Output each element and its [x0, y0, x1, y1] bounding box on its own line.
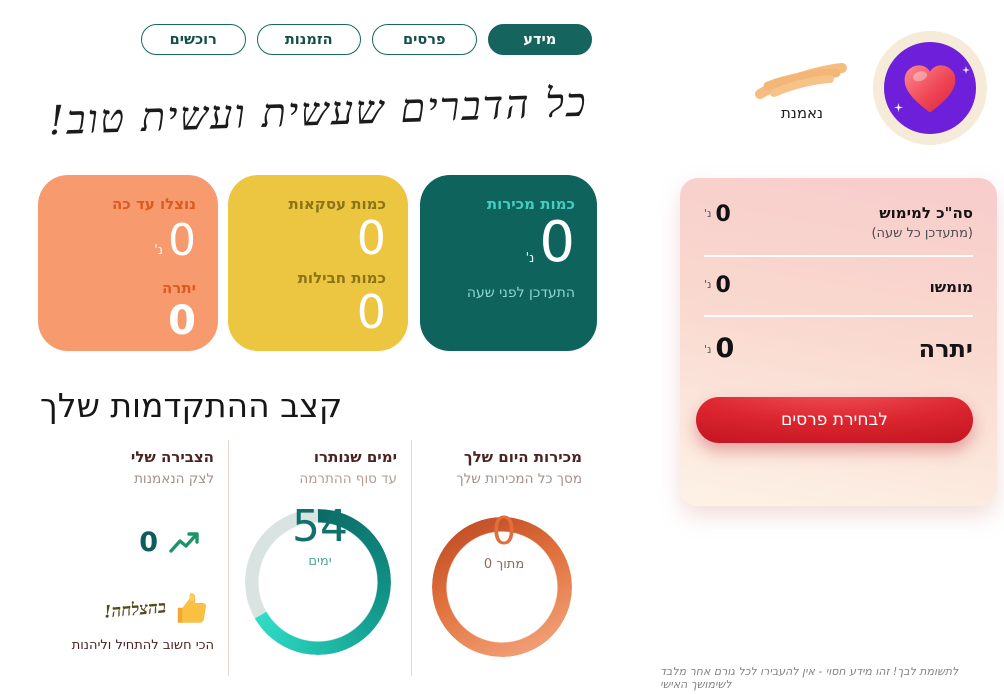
card-transactions: כמות עסקאות 0 כמות חבילות 0 [228, 175, 408, 351]
loyalty-badge [873, 31, 987, 145]
handwritten-headline: כל הדברים שעשית ועשית טוב! [47, 79, 589, 145]
panel-divider [704, 255, 973, 257]
summary-row-redeemed: מומשו 0 נ' [704, 275, 973, 297]
stat-subtitle: עד סוף ההתרמה [299, 471, 397, 487]
days-donut-chart [245, 509, 391, 655]
badge-ring [873, 31, 987, 145]
row-label: יתרה [918, 335, 973, 363]
stat-sales-today: מכירות היום שלך מסך כל המכירות שלך 0 מתו… [412, 440, 596, 676]
summary-row-total: סה"כ למימוש (מתעדכן כל שעה) 0 נ' [704, 202, 973, 242]
panel-divider [704, 315, 973, 317]
progress-stats: מכירות היום שלך מסך כל המכירות שלך 0 מתו… [40, 440, 596, 676]
summary-row-balance: יתרה 0 נ' [704, 335, 973, 363]
highlighter-scribble-icon [755, 63, 847, 99]
tab-info[interactable]: מידע [487, 24, 592, 55]
role-label-block: נאמנת [752, 58, 852, 122]
stat-title: מכירות היום שלך [463, 448, 582, 466]
progress-heading: קצב ההתקדמות שלך [40, 386, 343, 425]
row-value: 0 [715, 333, 735, 364]
confidentiality-disclaimer: לתשומת לבך! זהו מידע חסוי - אין להעבירו … [660, 665, 959, 691]
trend-up-icon [169, 531, 199, 553]
stat-subtitle: לצק הנאמנות [134, 471, 214, 487]
stat-subtitle: מסך כל המכירות שלך [456, 471, 582, 487]
card-title: נוצלו עד כה [111, 195, 196, 213]
stat-title: ימים שנותרו [313, 448, 397, 466]
sparkle-icon [894, 103, 903, 112]
row-value: 0 [715, 202, 731, 227]
tab-prizes[interactable]: פרסים [372, 24, 477, 55]
balance-value: 0 [168, 298, 196, 344]
transactions-value: 0 [356, 211, 386, 265]
sparkle-icon [962, 66, 970, 74]
row-label: מומשו [929, 278, 973, 296]
card-used-so-far: נוצלו עד כה 0 נ' יתרה 0 [38, 175, 218, 351]
used-value: 0 [168, 215, 196, 266]
heart-icon [904, 65, 956, 113]
thumbs-up-icon [177, 593, 206, 623]
badge-circle [884, 42, 976, 134]
row-unit: נ' [704, 343, 712, 356]
row-label: סה"כ למימוש [879, 204, 973, 222]
sales-amount-value: 0 [539, 210, 575, 275]
row-unit: נ' [704, 278, 712, 291]
sales-donut-center: 0 מתוך 0 [412, 470, 596, 610]
updated-note: התעדכן לפני שעה [466, 285, 575, 301]
role-label: נאמנת [780, 104, 824, 122]
row-sublabel: (מתעדכן כל שעה) [871, 226, 973, 241]
sales-today-value: 0 [491, 508, 517, 553]
sales-today-caption: מתוך 0 [483, 556, 525, 572]
packages-value: 0 [356, 285, 386, 339]
sales-amount-unit: נ' [525, 251, 535, 266]
card-title: כמות מכירות [486, 195, 575, 213]
sales-donut-chart [432, 517, 572, 657]
card-title-packages: כמות חבילות [297, 269, 386, 287]
accumulation-value: 0 [139, 527, 158, 558]
days-left-value: 54 [292, 501, 348, 552]
redemption-summary-panel: סה"כ למימוש (מתעדכן כל שעה) 0 נ' מומשו 0… [680, 178, 997, 506]
choose-prizes-button[interactable]: לבחירת פרסים [696, 397, 973, 443]
row-value: 0 [715, 273, 731, 298]
stat-accumulation: הצבירה שלי לצק הנאמנות 0 בהצלחה! הכי חשו… [40, 440, 228, 676]
accumulation-caption: הכי חשוב להתחיל וליהנות [71, 638, 214, 653]
stat-title: הצבירה שלי [130, 448, 214, 466]
card-title-balance: יתרה [162, 279, 196, 297]
days-donut-center: 54 ימים [229, 462, 411, 608]
row-unit: נ' [704, 207, 712, 220]
stat-days-left: ימים שנותרו עד סוף ההתרמה 54 ימים [228, 440, 412, 676]
card-title: כמות עסקאות [288, 195, 386, 213]
tab-orders[interactable]: הזמנות [256, 24, 361, 55]
tab-buyers[interactable]: רוכשים [141, 24, 246, 55]
card-sales-amount: כמות מכירות 0 נ' התעדכן לפני שעה [420, 175, 597, 351]
good-luck-handwriting: בהצלחה! [103, 597, 167, 623]
used-unit: נ' [154, 243, 163, 258]
days-left-caption: ימים [308, 554, 332, 569]
main-tabs: מידע פרסים הזמנות רוכשים [141, 24, 592, 55]
